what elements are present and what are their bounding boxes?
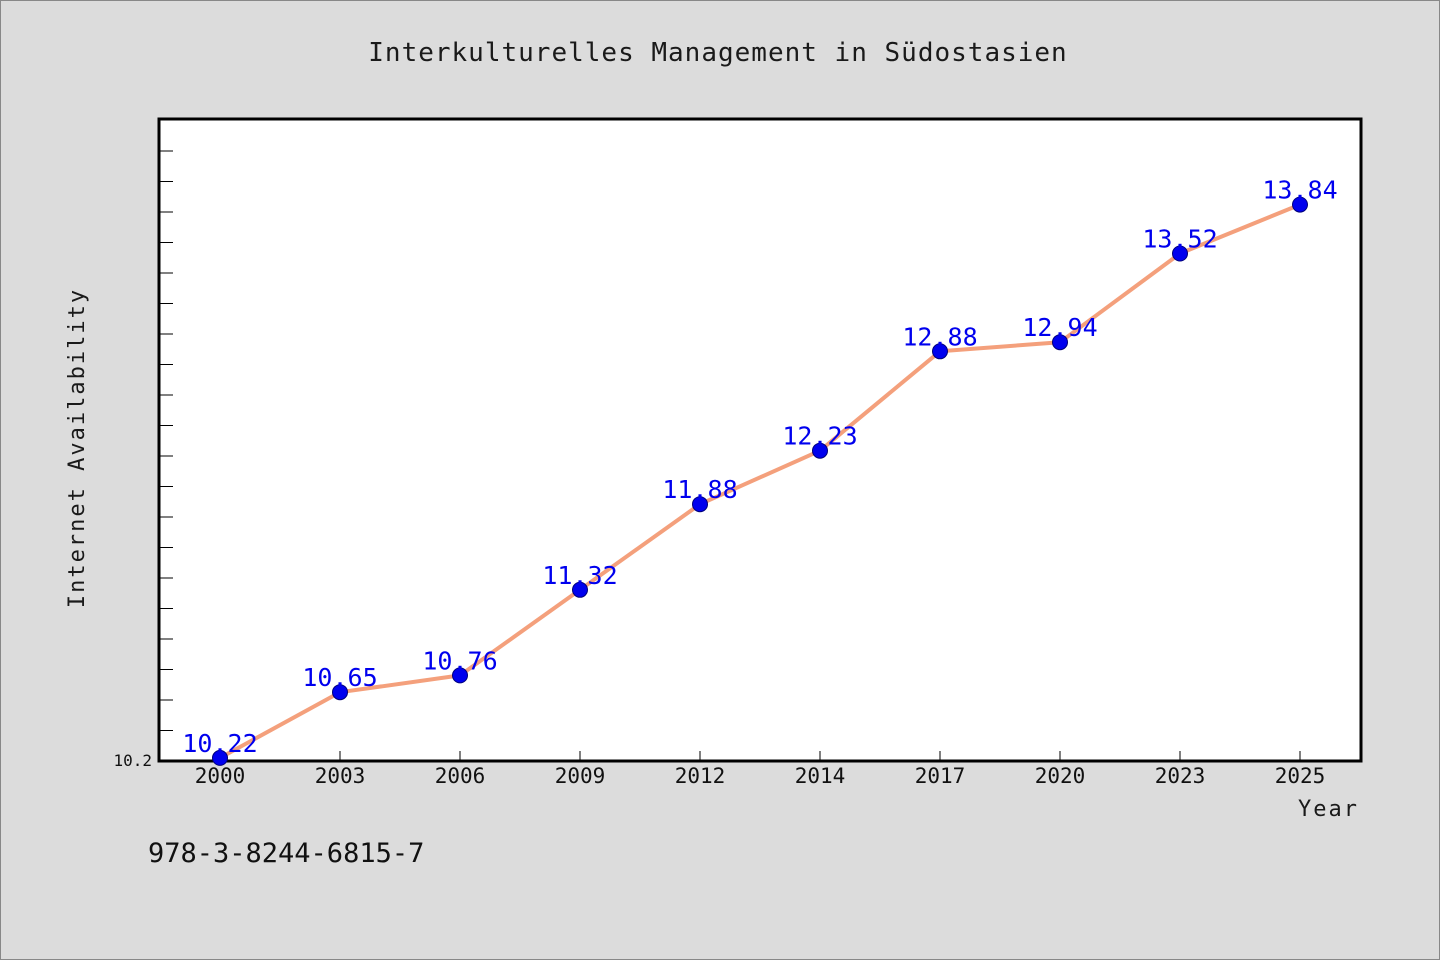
plot-area: [157, 117, 1363, 763]
data-point: [332, 684, 348, 701]
x-axis-tick-labels: 2000 2003 2006 2009 2012 2014 2017 2020 2023 2025: [195, 764, 1326, 788]
data-point: [572, 581, 588, 598]
series-line: [218, 202, 1302, 760]
x-axis-tick-label: 2000: [195, 764, 246, 788]
x-axis-tick-label: 2003: [315, 764, 366, 788]
chart-title: Interkulturelles Management in Südostasi…: [368, 38, 1067, 68]
data-point: [692, 496, 708, 513]
data-label: 10.22: [182, 729, 257, 758]
x-axis-tick-label: 2017: [915, 764, 966, 788]
y-axis-label: Internet Availability: [65, 288, 90, 608]
data-label: 12.88: [902, 322, 977, 351]
x-axis-tick-label: 2014: [795, 764, 846, 788]
x-axis-tick-label: 2012: [675, 764, 726, 788]
data-label: 13.84: [1262, 176, 1337, 205]
x-axis-tick-label: 2009: [555, 764, 606, 788]
x-axis-tick-label: 2006: [435, 764, 486, 788]
y-axis-ticks: [159, 150, 173, 731]
isbn-footer: 978-3-8244-6815-7: [148, 838, 424, 869]
data-points: [212, 196, 1308, 766]
data-label: 10.76: [422, 646, 497, 675]
data-point: [212, 749, 228, 766]
data-label: 12.23: [782, 422, 857, 451]
data-point: [1052, 334, 1068, 351]
data-point: [1292, 196, 1308, 213]
data-label: 12.94: [1022, 313, 1097, 342]
x-axis-tick-label: 2023: [1155, 764, 1206, 788]
data-label: 11.88: [662, 475, 737, 504]
data-label: 13.52: [1142, 225, 1217, 254]
x-axis-tick-label: 2025: [1275, 764, 1326, 788]
data-label: 10.65: [302, 663, 377, 692]
data-point: [932, 343, 948, 360]
y-axis-tick-label: 10.2: [113, 751, 152, 770]
data-point: [452, 667, 468, 684]
data-label: 11.32: [542, 561, 617, 590]
y-axis-tick-labels: 10.2: [113, 751, 152, 770]
data-point: [812, 442, 828, 459]
data-labels: 10.22 10.65 10.76 11.32 11.88 12.23 12.88 12.94…: [182, 176, 1337, 758]
data-point: [1172, 245, 1188, 262]
x-axis-label: Year: [1298, 797, 1359, 822]
x-axis-tick-label: 2020: [1035, 764, 1086, 788]
